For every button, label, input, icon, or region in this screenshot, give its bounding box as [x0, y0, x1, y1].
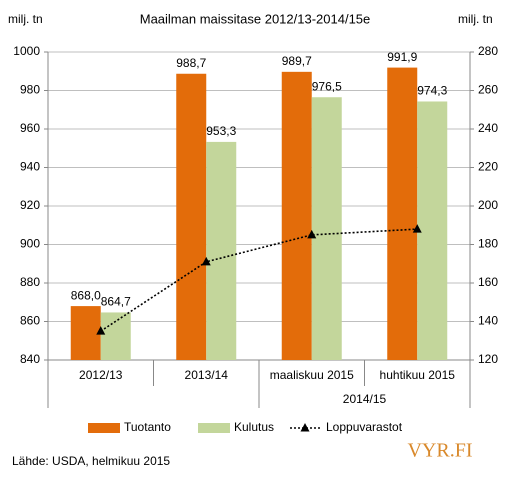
y2-tick-label: 180 — [478, 237, 498, 251]
legend-label: Loppuvarastot — [326, 420, 403, 434]
x-tick-label: 2012/13 — [79, 368, 123, 382]
y-tick-label: 900 — [20, 237, 40, 251]
value-label: 991,9 — [387, 50, 417, 64]
bar — [417, 101, 448, 360]
x-tick-label: 2013/14 — [185, 368, 229, 382]
y-tick-label: 920 — [20, 198, 40, 212]
bar — [70, 306, 101, 360]
y-tick-label: 980 — [20, 83, 40, 97]
line — [100, 228, 418, 332]
y2-tick-label: 160 — [478, 275, 498, 289]
bar — [100, 312, 131, 360]
y-tick-label: 840 — [20, 352, 40, 366]
y2-unit: milj. tn — [458, 12, 493, 26]
y2-tick-label: 280 — [478, 44, 498, 58]
x-tick-label: huhtikuu 2015 — [380, 368, 456, 382]
y-tick-label: 860 — [20, 314, 40, 328]
legend-marker — [300, 423, 310, 432]
source: Lähde: USDA, helmikuu 2015 — [12, 454, 170, 468]
bar — [176, 73, 207, 360]
y2-tick-label: 120 — [478, 352, 498, 366]
x-group-label: 2014/15 — [343, 392, 387, 406]
value-label: 864,7 — [101, 295, 131, 309]
value-label: 953,3 — [206, 124, 236, 138]
value-label: 976,5 — [312, 79, 342, 93]
x-tick-label: maaliskuu 2015 — [270, 368, 354, 382]
y2-tick-label: 200 — [478, 198, 498, 212]
value-label: 989,7 — [282, 54, 312, 68]
chart-title: Maailman maissitase 2012/13-2014/15e — [140, 11, 371, 26]
y-unit: milj. tn — [8, 12, 43, 26]
value-label: 868,0 — [71, 288, 101, 302]
marker — [307, 229, 317, 239]
y-tick-label: 940 — [20, 160, 40, 174]
legend-swatch — [198, 423, 230, 433]
legend-swatch — [88, 423, 120, 433]
legend-label: Tuotanto — [124, 420, 171, 434]
logo: VYR.FI — [407, 440, 472, 462]
y2-tick-label: 260 — [478, 83, 498, 97]
y-tick-label: 960 — [20, 121, 40, 135]
bar — [311, 97, 342, 361]
y-tick-label: 1000 — [13, 44, 40, 58]
marker — [96, 326, 106, 335]
value-label: 988,7 — [176, 56, 206, 70]
marker — [201, 256, 211, 266]
value-label: 974,3 — [417, 84, 447, 98]
legend-label: Kulutus — [234, 420, 274, 434]
bar — [281, 71, 312, 360]
y2-tick-label: 220 — [478, 160, 498, 174]
bar — [206, 141, 237, 360]
marker — [412, 224, 422, 233]
y2-tick-label: 140 — [478, 314, 498, 328]
y2-tick-label: 240 — [478, 121, 498, 135]
bar — [387, 67, 418, 360]
y-tick-label: 880 — [20, 275, 40, 289]
